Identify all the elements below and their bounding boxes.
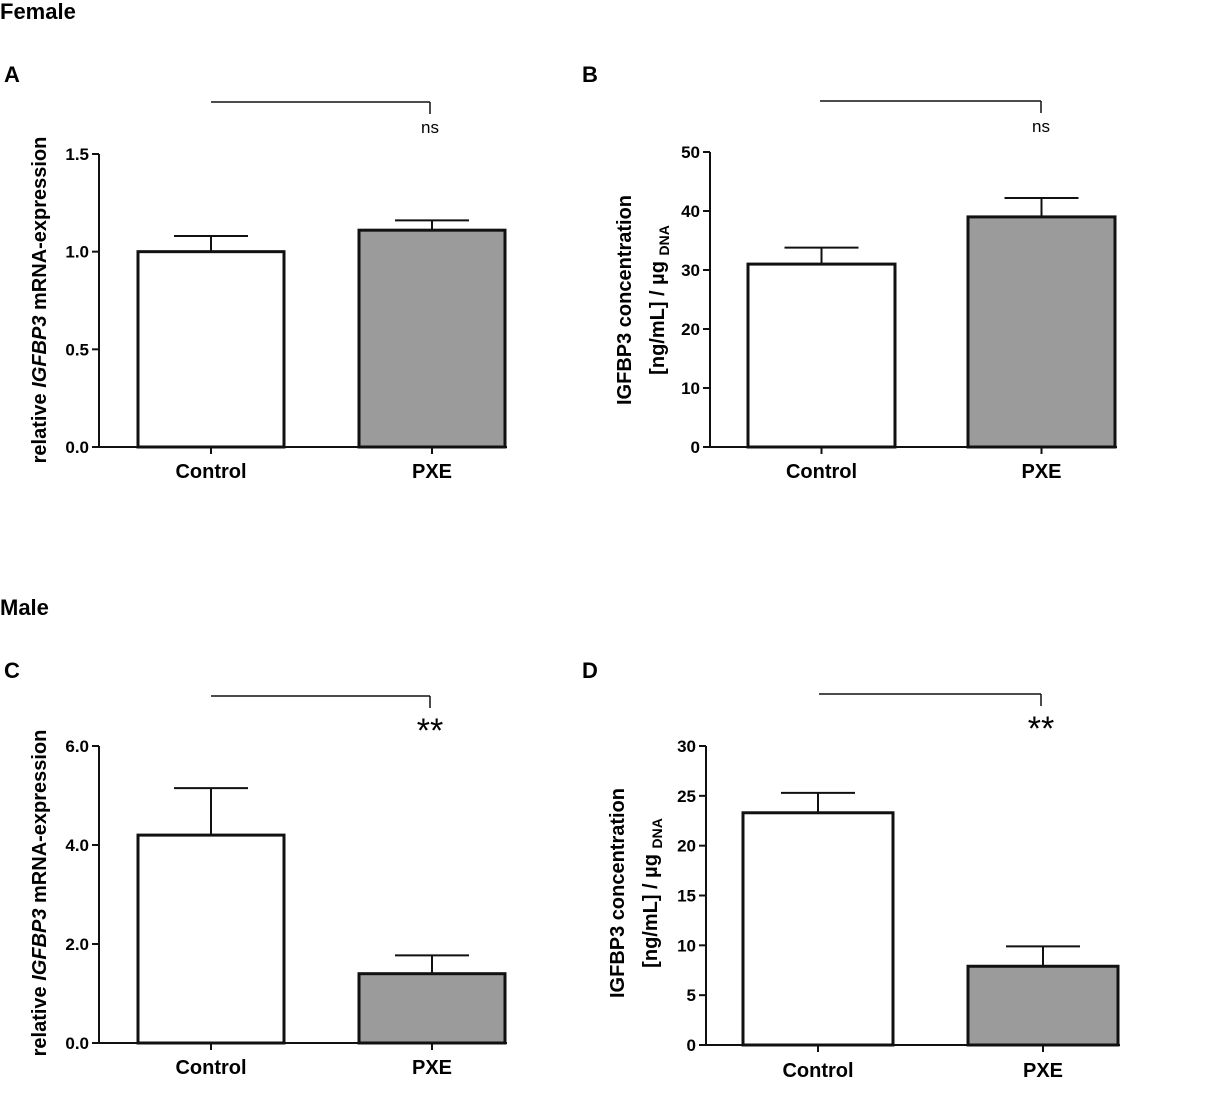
significance-label: ** (1028, 710, 1054, 748)
bar-pxe (357, 228, 507, 449)
panel-letter: A (4, 62, 20, 87)
y-tick-label: 5 (687, 986, 696, 1005)
y-tick-label: 0.5 (65, 340, 89, 359)
panel-letter: B (582, 62, 598, 87)
category-label: Control (175, 1057, 246, 1079)
category-label: PXE (1021, 461, 1061, 483)
bar-pxe (357, 972, 507, 1045)
bar-control (136, 250, 286, 449)
category-label: Control (786, 461, 857, 483)
category-label: PXE (412, 1057, 452, 1079)
bar-pxe (966, 215, 1117, 449)
y-axis-label: relative IGFBP3 mRNA-expression (29, 730, 51, 1057)
section-title-female: Female (0, 0, 76, 24)
category-label: PXE (412, 461, 452, 483)
y-tick-label: 10 (681, 379, 700, 398)
chart-panel-b: B 0 10 20 30 40 50 Control PXE IGFBP3 concentrati… (582, 62, 1117, 483)
y-tick-label: 1.5 (65, 145, 89, 164)
significance-label: ** (417, 712, 443, 750)
y-axis-label-line2: [ng/mL] / µg DNA (640, 818, 665, 968)
section-title-male: Male (0, 595, 49, 620)
significance-label: ns (1032, 117, 1050, 136)
category-label: Control (782, 1060, 853, 1082)
chart-panel-c: C 0.0 2.0 4.0 6.0 Control PXE relative IGFBP3 m… (4, 658, 507, 1079)
y-tick-label: 0.0 (65, 438, 89, 457)
bar-pxe (966, 964, 1120, 1047)
y-tick-label: 2.0 (65, 935, 89, 954)
bar-control (746, 262, 897, 449)
y-tick-label: 25 (677, 787, 696, 806)
bar-control (136, 833, 286, 1045)
category-label: Control (175, 461, 246, 483)
category-label: PXE (1023, 1060, 1063, 1082)
y-tick-label: 30 (677, 737, 696, 756)
y-tick-label: 40 (681, 202, 700, 221)
y-axis-label-line1: IGFBP3 concentration (607, 788, 629, 998)
y-tick-label: 15 (677, 887, 696, 906)
y-tick-label: 1.0 (65, 243, 89, 262)
y-axis-label: relative IGFBP3 mRNA-expression (29, 137, 51, 464)
y-axis-label-line1: IGFBP3 concentration (614, 195, 636, 405)
y-tick-label: 20 (681, 320, 700, 339)
y-tick-label: 0 (691, 438, 700, 457)
y-tick-label: 20 (677, 837, 696, 856)
y-tick-label: 4.0 (65, 836, 89, 855)
panel-letter: C (4, 658, 20, 683)
chart-panel-a: A 0.0 0.5 1.0 1.5 Control PXE relative IGFBP3 m… (4, 62, 507, 483)
y-axis-label-line2: [ng/mL] / µg DNA (647, 225, 672, 375)
y-tick-label: 6.0 (65, 737, 89, 756)
significance-label: ns (421, 118, 439, 137)
y-tick-label: 10 (677, 936, 696, 955)
panel-letter: D (582, 658, 598, 683)
y-tick-label: 50 (681, 143, 700, 162)
chart-panel-d: D 0 5 10 15 20 25 30 Control PXE IGFBP3 concentrat… (582, 658, 1120, 1082)
bar-control (741, 811, 895, 1047)
y-tick-label: 0.0 (65, 1034, 89, 1053)
panels: A 0.0 0.5 1.0 1.5 Control PXE relative IGFBP3 m… (4, 62, 1120, 1082)
y-tick-label: 30 (681, 261, 700, 280)
y-tick-label: 0 (687, 1036, 696, 1055)
